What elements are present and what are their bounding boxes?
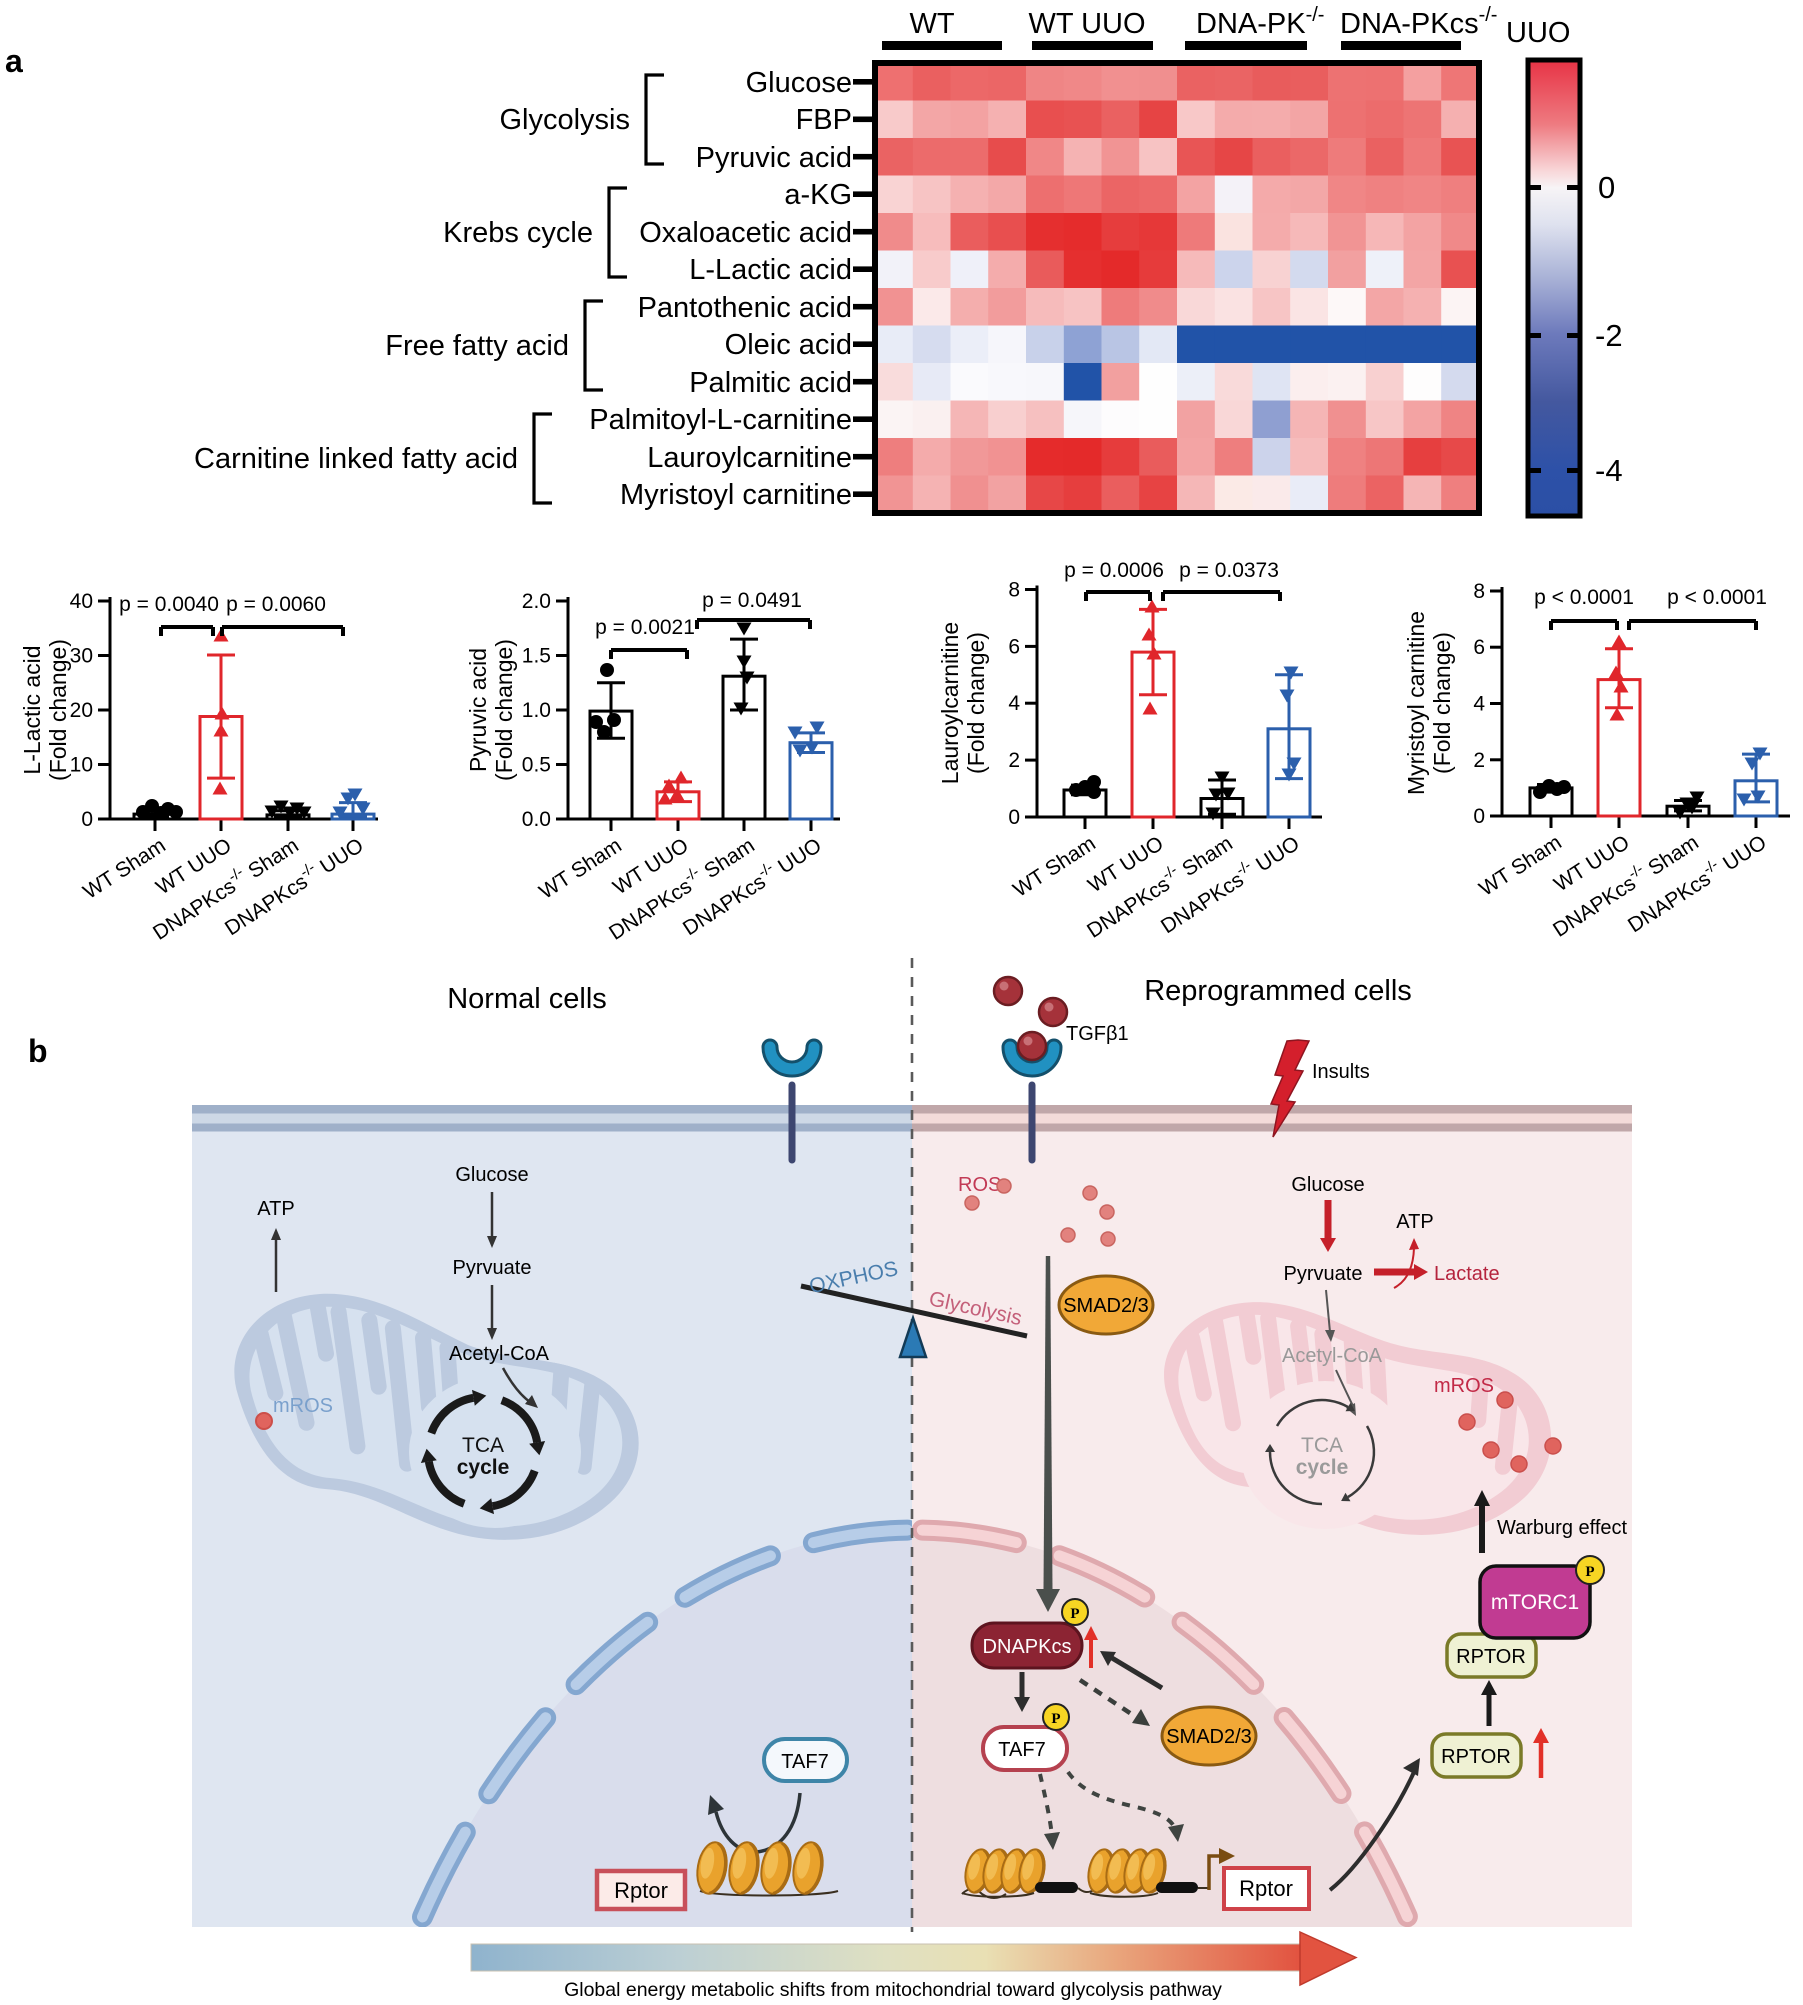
svg-text:FBP: FBP: [796, 104, 852, 136]
svg-text:mROS: mROS: [1434, 1375, 1494, 1397]
svg-text:p = 0.0373: p = 0.0373: [1179, 559, 1279, 582]
svg-text:SMAD2/3: SMAD2/3: [1166, 1726, 1252, 1748]
svg-text:Palmitoyl-L-carnitine: Palmitoyl-L-carnitine: [589, 404, 852, 436]
svg-text:cycle: cycle: [1296, 1456, 1349, 1479]
svg-text:p = 0.0491: p = 0.0491: [702, 589, 802, 612]
svg-text:P: P: [1070, 1606, 1079, 1622]
svg-text:Pyrvuate: Pyrvuate: [453, 1257, 532, 1279]
svg-text:Glycolysis: Glycolysis: [499, 104, 630, 136]
svg-text:Lactate: Lactate: [1434, 1263, 1500, 1285]
svg-text:ROS: ROS: [958, 1174, 1001, 1196]
svg-text:p = 0.0040: p = 0.0040: [119, 593, 219, 616]
svg-text:Glucose: Glucose: [455, 1164, 528, 1186]
svg-text:Palmitic acid: Palmitic acid: [689, 367, 852, 399]
svg-text:Glucose: Glucose: [746, 67, 852, 99]
svg-text:p < 0.0001: p < 0.0001: [1534, 586, 1634, 609]
svg-text:Acetyl-CoA: Acetyl-CoA: [1282, 1345, 1383, 1367]
svg-text:L-Lactic acid: L-Lactic acid: [19, 645, 45, 774]
svg-text:8: 8: [1008, 579, 1020, 602]
svg-text:Myristoyl carnitine: Myristoyl carnitine: [1403, 611, 1429, 795]
svg-text:Krebs cycle: Krebs cycle: [443, 217, 593, 249]
svg-text:-2: -2: [1595, 318, 1623, 353]
svg-text:DNA-PKcs-/-: DNA-PKcs-/-: [1340, 4, 1497, 40]
svg-text:Rptor: Rptor: [1239, 1876, 1293, 1901]
svg-text:Glucose: Glucose: [1291, 1174, 1364, 1196]
svg-text:DNAPKcs: DNAPKcs: [983, 1636, 1072, 1658]
svg-text:a-KG: a-KG: [784, 179, 852, 211]
svg-text:Oleic acid: Oleic acid: [725, 329, 852, 361]
svg-text:Pyruvic acid: Pyruvic acid: [465, 648, 491, 772]
svg-text:(Fold change): (Fold change): [45, 639, 71, 781]
svg-text:TAF7: TAF7: [781, 1751, 828, 1773]
svg-text:Normal cells: Normal cells: [447, 983, 607, 1015]
svg-text:TAF7: TAF7: [998, 1739, 1045, 1761]
svg-text:4: 4: [1008, 692, 1020, 715]
svg-text:Pyrvuate: Pyrvuate: [1284, 1263, 1363, 1285]
svg-text:cycle: cycle: [457, 1456, 510, 1479]
svg-text:RPTOR: RPTOR: [1456, 1646, 1526, 1668]
svg-text:6: 6: [1473, 636, 1485, 659]
svg-text:SMAD2/3: SMAD2/3: [1063, 1295, 1149, 1317]
svg-text:UUO: UUO: [1506, 17, 1570, 49]
svg-text:0.5: 0.5: [522, 754, 551, 777]
svg-text:mROS: mROS: [273, 1395, 333, 1417]
svg-text:Carnitine linked fatty acid: Carnitine linked fatty acid: [194, 443, 518, 475]
svg-text:Pantothenic acid: Pantothenic acid: [638, 292, 852, 324]
svg-text:p = 0.0006: p = 0.0006: [1064, 559, 1164, 582]
svg-text:0: 0: [1598, 170, 1615, 205]
svg-text:Pyruvic acid: Pyruvic acid: [696, 142, 852, 174]
svg-text:L-Lactic acid: L-Lactic acid: [689, 254, 852, 286]
svg-text:2.0: 2.0: [522, 590, 551, 613]
svg-text:a: a: [5, 43, 23, 79]
svg-text:(Fold change): (Fold change): [963, 632, 989, 774]
svg-text:1.5: 1.5: [522, 645, 551, 668]
svg-text:ATP: ATP: [257, 1198, 294, 1220]
svg-text:Global energy metabolic shifts: Global energy metabolic shifts from mito…: [564, 1979, 1222, 2000]
svg-text:Warburg effect: Warburg effect: [1497, 1517, 1628, 1539]
svg-text:b: b: [28, 1033, 48, 1069]
svg-text:Lauroylcarnitine: Lauroylcarnitine: [647, 442, 852, 474]
svg-text:mTORC1: mTORC1: [1491, 1591, 1579, 1614]
svg-text:TCA: TCA: [462, 1434, 504, 1457]
svg-text:(Fold change): (Fold change): [1429, 632, 1455, 774]
svg-text:4: 4: [1473, 693, 1485, 716]
svg-text:TCA: TCA: [1301, 1434, 1343, 1457]
svg-text:p = 0.0021: p = 0.0021: [595, 616, 695, 639]
svg-text:0.0: 0.0: [522, 808, 551, 831]
svg-text:2: 2: [1473, 749, 1485, 772]
svg-text:8: 8: [1473, 580, 1485, 603]
svg-text:-4: -4: [1595, 453, 1623, 488]
svg-text:Insults: Insults: [1312, 1061, 1370, 1083]
svg-text:10: 10: [70, 754, 93, 777]
svg-text:p = 0.0060: p = 0.0060: [226, 593, 326, 616]
svg-text:Acetyl-CoA: Acetyl-CoA: [449, 1343, 550, 1365]
svg-text:0: 0: [1008, 806, 1020, 829]
svg-text:Oxaloacetic acid: Oxaloacetic acid: [639, 217, 852, 249]
svg-text:Myristoyl carnitine: Myristoyl carnitine: [620, 479, 852, 511]
svg-text:TGFβ1: TGFβ1: [1066, 1023, 1129, 1045]
svg-text:1.0: 1.0: [522, 699, 551, 722]
svg-text:(Fold change): (Fold change): [491, 639, 517, 781]
svg-text:P: P: [1585, 1564, 1594, 1580]
svg-text:DNA-PK-/-: DNA-PK-/-: [1196, 4, 1324, 40]
svg-text:2: 2: [1008, 749, 1020, 772]
svg-text:ATP: ATP: [1396, 1211, 1433, 1233]
svg-text:Rptor: Rptor: [614, 1878, 668, 1903]
svg-text:Reprogrammed cells: Reprogrammed cells: [1144, 975, 1412, 1007]
svg-text:6: 6: [1008, 635, 1020, 658]
svg-text:WT UUO: WT UUO: [1028, 8, 1145, 40]
svg-text:40: 40: [70, 590, 93, 613]
svg-text:P: P: [1051, 1711, 1060, 1727]
svg-text:Lauroylcarnitine: Lauroylcarnitine: [937, 622, 963, 784]
svg-text:30: 30: [70, 645, 93, 668]
svg-text:0: 0: [81, 808, 93, 831]
svg-text:RPTOR: RPTOR: [1441, 1746, 1511, 1768]
svg-text:WT: WT: [909, 8, 954, 40]
svg-text:20: 20: [70, 699, 93, 722]
svg-text:0: 0: [1473, 805, 1485, 828]
svg-text:p < 0.0001: p < 0.0001: [1667, 586, 1767, 609]
svg-text:Free fatty acid: Free fatty acid: [385, 330, 569, 362]
